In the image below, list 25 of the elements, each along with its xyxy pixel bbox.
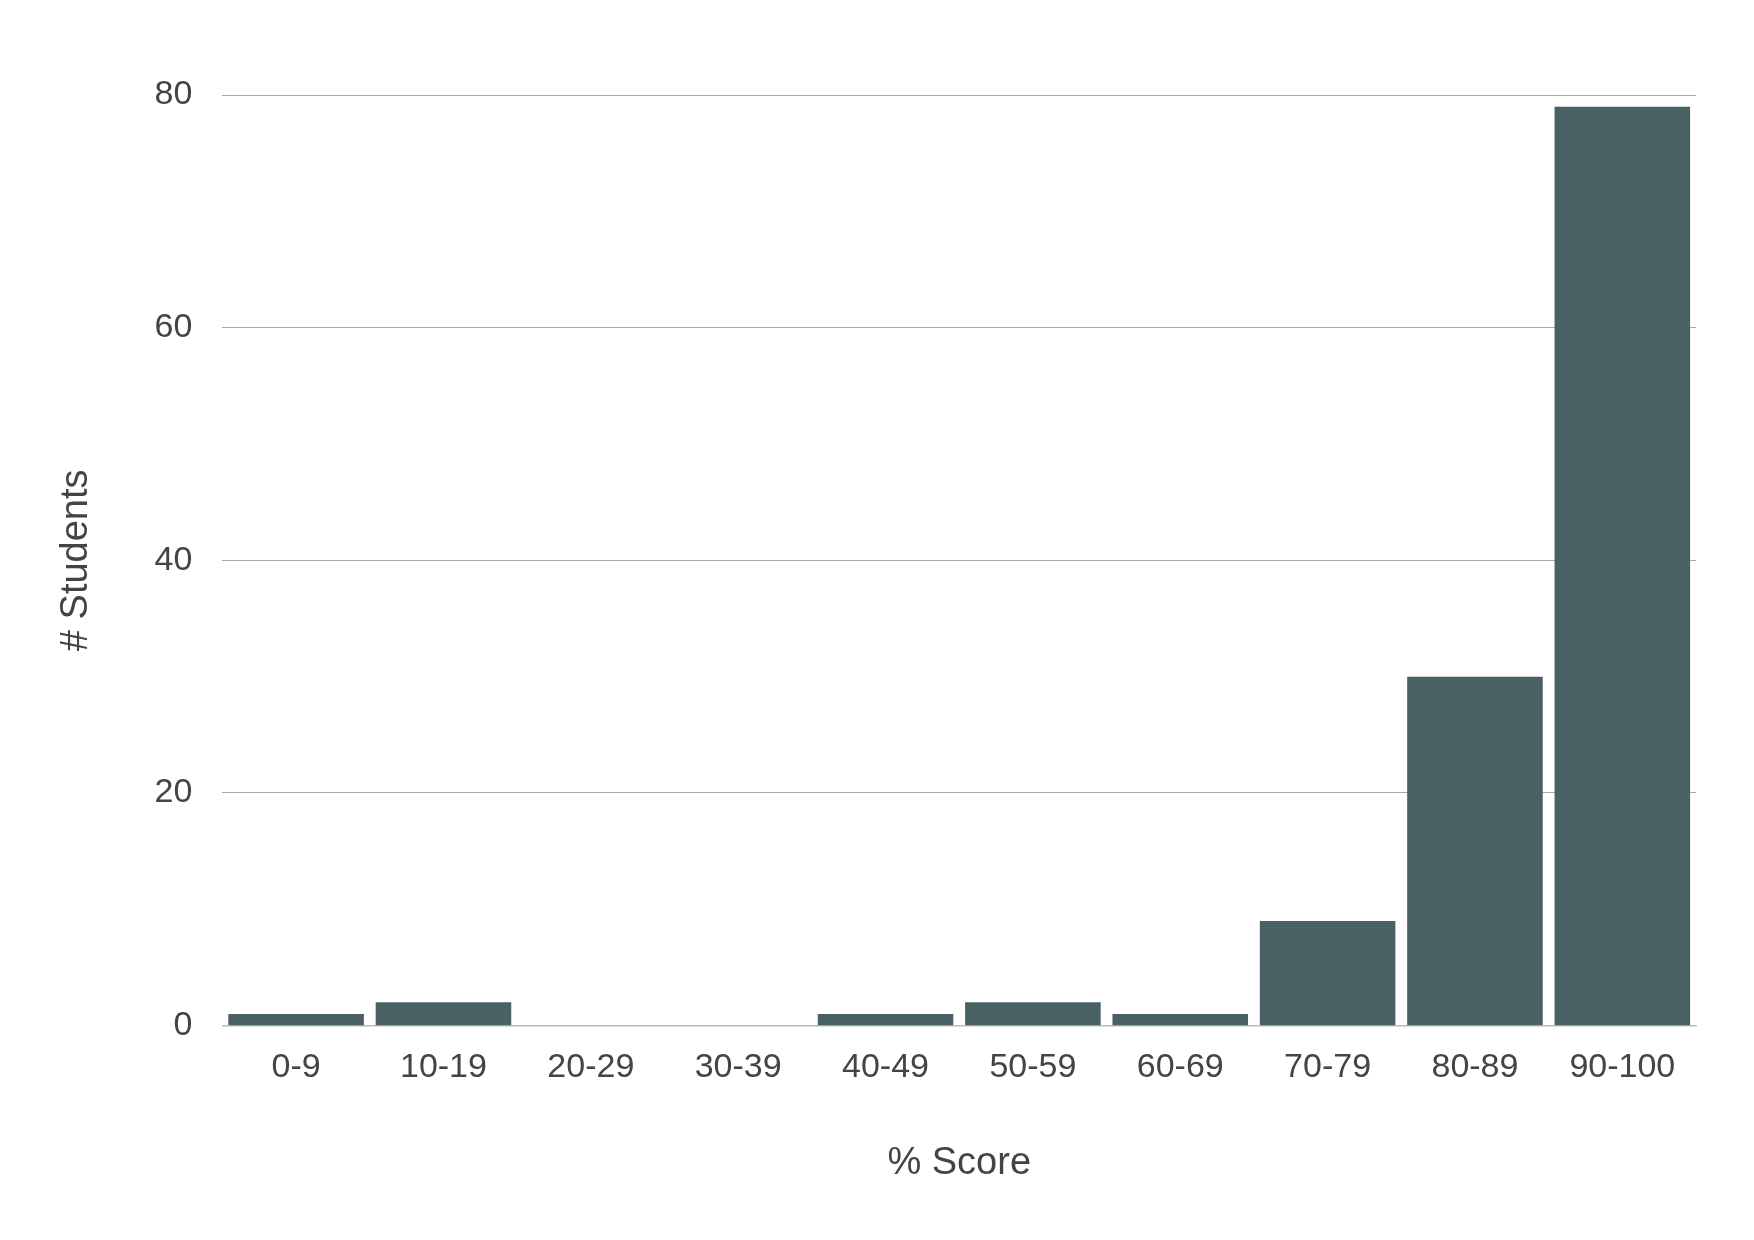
bar: [965, 1002, 1101, 1026]
x-tick-label: 60-69: [1136, 1046, 1224, 1085]
y-tick-label: 40: [154, 538, 193, 577]
x-tick-label: 30-39: [694, 1046, 782, 1085]
x-tick-label: 80-89: [1431, 1046, 1519, 1085]
x-tick-label: 0-9: [271, 1046, 321, 1085]
x-tick-label: 50-59: [989, 1046, 1077, 1085]
y-tick-label: 20: [154, 771, 193, 810]
bar: [1407, 676, 1543, 1026]
bar: [375, 1002, 512, 1026]
x-axis-title: % Score: [887, 1139, 1032, 1182]
y-axis-title: # Students: [53, 469, 96, 652]
x-tick-label: 40-49: [842, 1046, 930, 1085]
x-tick-label: 10-19: [399, 1046, 487, 1085]
bar: [228, 1013, 364, 1026]
x-tick-label: 20-29: [547, 1046, 635, 1085]
y-tick-label: 0: [173, 1003, 193, 1042]
x-tick-label: 70-79: [1284, 1046, 1372, 1085]
y-tick-label: 80: [154, 73, 193, 112]
y-tick-label: 60: [154, 306, 193, 345]
x-tick-label: 90-100: [1569, 1046, 1676, 1085]
bar: [1554, 106, 1691, 1026]
bar: [817, 1013, 954, 1026]
bar: [1112, 1013, 1249, 1026]
bar: [1259, 920, 1396, 1026]
